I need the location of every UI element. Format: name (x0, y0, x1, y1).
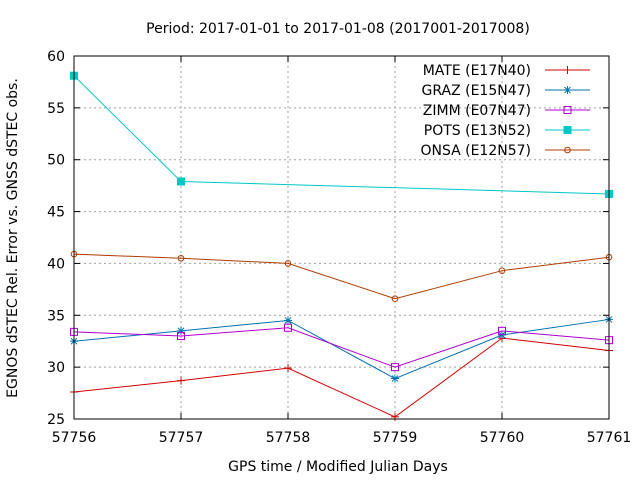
y-tick-label: 50 (47, 153, 65, 169)
plot-frame (73, 55, 610, 420)
x-tick-label: 57756 (52, 430, 97, 446)
legend-swatch-marker (563, 126, 572, 134)
x-tick-label: 57759 (373, 430, 418, 446)
series-onsa (70, 250, 613, 302)
data-point-mate (177, 376, 185, 385)
legend-item-pots: POTS (E13N52) (424, 123, 590, 139)
series-graz (70, 315, 613, 383)
y-tick-label: 45 (47, 205, 65, 221)
data-point-mate (391, 412, 399, 421)
data-point-zimm (498, 326, 506, 335)
y-tick-label: 30 (47, 360, 65, 376)
x-axis-label: GPS time / Modified Julian Days (228, 459, 448, 475)
legend-item-graz: GRAZ (E15N47) (422, 83, 590, 99)
data-point-onsa (498, 267, 506, 274)
data-point-zimm (284, 323, 292, 332)
series-group (70, 71, 613, 421)
data-point-pots (177, 177, 185, 186)
data-point-graz (391, 374, 399, 383)
grid (74, 56, 609, 419)
legend-label: MATE (E17N40) (423, 63, 531, 79)
series-pots (70, 71, 613, 198)
series-line-graz (73, 318, 610, 380)
legend-label: ONSA (E12N57) (420, 143, 531, 159)
series-line-zimm (73, 327, 610, 368)
legend-swatch-marker (563, 66, 572, 74)
legend-swatch-marker (563, 86, 572, 94)
series-line-onsa (73, 253, 610, 300)
x-tick-label: 57757 (159, 430, 204, 446)
y-tick-label: 55 (47, 101, 65, 117)
legend-item-onsa: ONSA (E12N57) (420, 143, 590, 159)
legend-item-mate: MATE (E17N40) (423, 63, 590, 79)
legend-swatch-marker (564, 146, 571, 154)
legend: MATE (E17N40) GRAZ (E15N47) ZIMM (E07N47) P… (420, 63, 590, 159)
axis-ticks: 25 30 35 40 45 50 55 60 57756 57757 57758 57759 5776… (47, 49, 631, 446)
legend-label: POTS (E13N52) (424, 123, 531, 139)
y-tick-label: 60 (47, 49, 65, 65)
legend-label: GRAZ (E15N47) (422, 83, 532, 99)
data-point-graz (284, 316, 292, 325)
legend-item-zimm: ZIMM (E07N47) (423, 103, 590, 119)
data-point-onsa (177, 254, 185, 262)
data-point-mate (284, 364, 292, 373)
y-tick-label: 40 (47, 256, 65, 272)
data-point-graz (177, 326, 185, 335)
data-point-zimm (391, 363, 399, 372)
data-point-graz (498, 330, 506, 339)
y-tick-label: 25 (47, 412, 65, 428)
data-point-zimm (177, 332, 185, 341)
chart-title: Period: 2017-01-01 to 2017-01-08 (201700… (146, 21, 530, 37)
data-point-onsa (391, 295, 399, 302)
x-tick-label: 57761 (587, 430, 632, 446)
x-tick-label: 57758 (266, 430, 311, 446)
y-tick-label: 35 (47, 308, 65, 324)
x-tick-label: 57760 (480, 430, 525, 446)
legend-label: ZIMM (E07N47) (423, 103, 531, 119)
data-point-onsa (284, 260, 292, 267)
series-line-mate (73, 337, 610, 418)
y-axis-label: EGNOS dSTEC Rel. Error vs. GNSS dSTEC ob… (5, 78, 21, 398)
legend-swatch-marker (563, 106, 572, 114)
